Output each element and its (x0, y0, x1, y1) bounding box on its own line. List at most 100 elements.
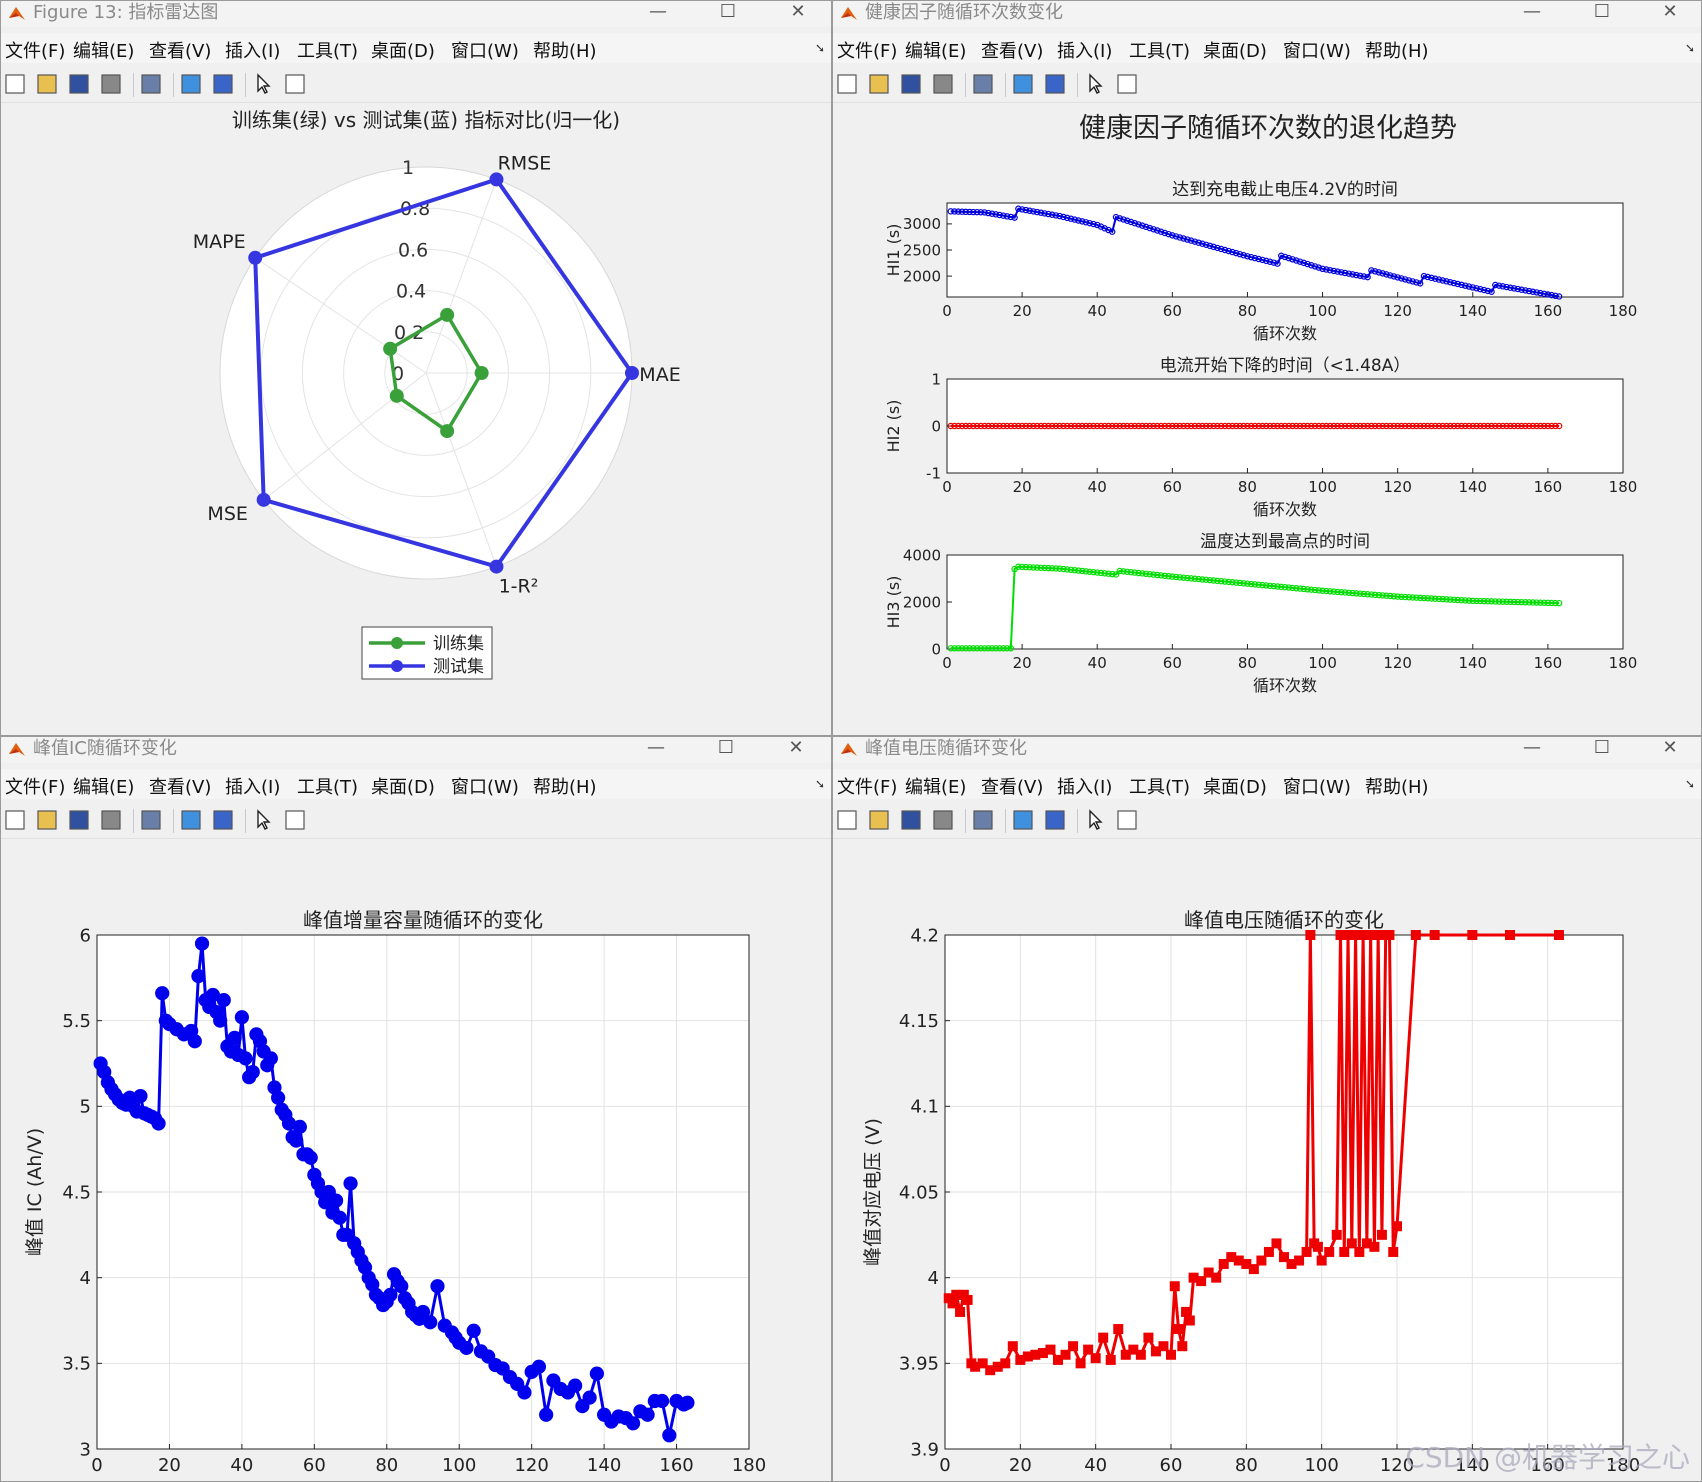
print-icon[interactable] (99, 808, 123, 832)
menu-item-7[interactable]: 帮助(H) (1365, 41, 1429, 62)
open-file-icon[interactable] (35, 72, 59, 96)
property-editor-icon[interactable] (283, 72, 307, 96)
menu-item-2[interactable]: 查看(V) (981, 777, 1044, 798)
close-button[interactable]: ✕ (1662, 737, 1678, 758)
colorbar-icon[interactable] (1011, 808, 1035, 832)
close-button[interactable]: ✕ (790, 1, 806, 22)
save-icon[interactable] (899, 72, 923, 96)
print-icon[interactable] (99, 72, 123, 96)
ic-point (332, 1210, 347, 1225)
hi2-point (1150, 422, 1157, 430)
property-editor-icon[interactable] (1115, 72, 1139, 96)
pointer-icon[interactable] (251, 72, 275, 96)
maximize-button[interactable]: ☐ (719, 1, 737, 22)
legend-icon[interactable] (211, 72, 235, 96)
title-bar[interactable]: 峰值IC随循环变化 — ☐ ✕ (1, 737, 831, 763)
menu-item-6[interactable]: 窗口(W) (451, 41, 519, 62)
open-file-icon[interactable] (867, 808, 891, 832)
menu-item-5[interactable]: 桌面(D) (371, 777, 435, 798)
dock-arrow-icon[interactable]: ➘ (1684, 777, 1695, 791)
menu-item-4[interactable]: 工具(T) (297, 41, 359, 62)
new-file-icon[interactable] (835, 808, 859, 832)
menu-item-6[interactable]: 窗口(W) (451, 777, 519, 798)
new-file-icon[interactable] (3, 808, 27, 832)
menu-item-4[interactable]: 工具(T) (1129, 41, 1191, 62)
print-icon[interactable] (931, 72, 955, 96)
menu-item-5[interactable]: 桌面(D) (371, 41, 435, 62)
menu-item-7[interactable]: 帮助(H) (533, 777, 597, 798)
menu-item-1[interactable]: 编辑(E) (905, 777, 967, 798)
open-file-icon[interactable] (867, 72, 891, 96)
hi2-point (1011, 422, 1018, 430)
voltage-window: 峰值电压随循环变化 — ☐ ✕ 文件(F) 编辑(E) 查看(V) 插入(I) 工具(T… (832, 736, 1702, 1482)
menu-item-1[interactable]: 编辑(E) (73, 41, 135, 62)
menu-item-0[interactable]: 文件(F) (5, 41, 66, 62)
menu-item-4[interactable]: 工具(T) (1129, 777, 1191, 798)
maximize-button[interactable]: ☐ (1593, 1, 1611, 22)
hi1-point (1120, 216, 1127, 223)
pointer-icon[interactable] (251, 808, 275, 832)
pointer-icon[interactable] (1083, 808, 1107, 832)
menu-item-6[interactable]: 窗口(W) (1283, 777, 1351, 798)
menu-item-7[interactable]: 帮助(H) (533, 41, 597, 62)
menu-item-1[interactable]: 编辑(E) (73, 777, 135, 798)
y-tick-label: 4.5 (62, 1182, 91, 1203)
open-file-icon[interactable] (35, 808, 59, 832)
minimize-button[interactable]: — (647, 737, 665, 758)
legend-icon[interactable] (211, 808, 235, 832)
menu-item-6[interactable]: 窗口(W) (1283, 41, 1351, 62)
x-tick-label: 120 (1383, 302, 1412, 320)
new-file-icon[interactable] (3, 72, 27, 96)
close-button[interactable]: ✕ (1662, 1, 1678, 22)
menu-item-2[interactable]: 查看(V) (981, 41, 1044, 62)
hi3-point (1499, 598, 1507, 605)
menu-item-5[interactable]: 桌面(D) (1203, 777, 1267, 798)
dock-arrow-icon[interactable]: ➘ (814, 41, 825, 55)
menu-item-2[interactable]: 查看(V) (149, 41, 212, 62)
property-editor-icon[interactable] (1115, 808, 1139, 832)
save-icon[interactable] (899, 808, 923, 832)
colorbar-icon[interactable] (179, 72, 203, 96)
dock-arrow-icon[interactable]: ➘ (814, 777, 825, 791)
pointer-icon[interactable] (1083, 72, 1107, 96)
hi2-point (1266, 422, 1274, 430)
property-editor-icon[interactable] (283, 808, 307, 832)
print-icon[interactable] (931, 808, 955, 832)
menu-item-3[interactable]: 插入(I) (225, 777, 281, 798)
title-bar[interactable]: 健康因子随循环次数变化 — ☐ ✕ (833, 1, 1701, 27)
menu-item-3[interactable]: 插入(I) (1057, 41, 1113, 62)
title-bar[interactable]: Figure 13: 指标雷达图 — ☐ ✕ (1, 1, 831, 27)
colorbar-icon[interactable] (1011, 72, 1035, 96)
menu-item-3[interactable]: 插入(I) (225, 41, 281, 62)
link-plot-icon[interactable] (139, 72, 163, 96)
menu-item-1[interactable]: 编辑(E) (905, 41, 967, 62)
colorbar-icon[interactable] (179, 808, 203, 832)
minimize-button[interactable]: — (649, 1, 667, 22)
hi3-point (1405, 594, 1413, 601)
close-button[interactable]: ✕ (788, 737, 804, 758)
maximize-button[interactable]: ☐ (1593, 737, 1611, 758)
ic-point (662, 1428, 677, 1443)
link-plot-icon[interactable] (971, 72, 995, 96)
title-bar[interactable]: 峰值电压随循环变化 — ☐ ✕ (833, 737, 1701, 763)
menu-item-4[interactable]: 工具(T) (297, 777, 359, 798)
minimize-button[interactable]: — (1523, 1, 1541, 22)
minimize-button[interactable]: — (1523, 737, 1541, 758)
menu-item-2[interactable]: 查看(V) (149, 777, 212, 798)
radar-point (625, 366, 639, 380)
menu-item-3[interactable]: 插入(I) (1057, 777, 1113, 798)
menu-item-0[interactable]: 文件(F) (837, 41, 898, 62)
legend-icon[interactable] (1043, 72, 1067, 96)
link-plot-icon[interactable] (971, 808, 995, 832)
maximize-button[interactable]: ☐ (717, 737, 735, 758)
menu-item-5[interactable]: 桌面(D) (1203, 41, 1267, 62)
link-plot-icon[interactable] (139, 808, 163, 832)
new-file-icon[interactable] (835, 72, 859, 96)
save-icon[interactable] (67, 72, 91, 96)
menu-item-7[interactable]: 帮助(H) (1365, 777, 1429, 798)
legend-icon[interactable] (1043, 808, 1067, 832)
menu-item-0[interactable]: 文件(F) (5, 777, 66, 798)
save-icon[interactable] (67, 808, 91, 832)
menu-item-0[interactable]: 文件(F) (837, 777, 898, 798)
dock-arrow-icon[interactable]: ➘ (1684, 41, 1695, 55)
